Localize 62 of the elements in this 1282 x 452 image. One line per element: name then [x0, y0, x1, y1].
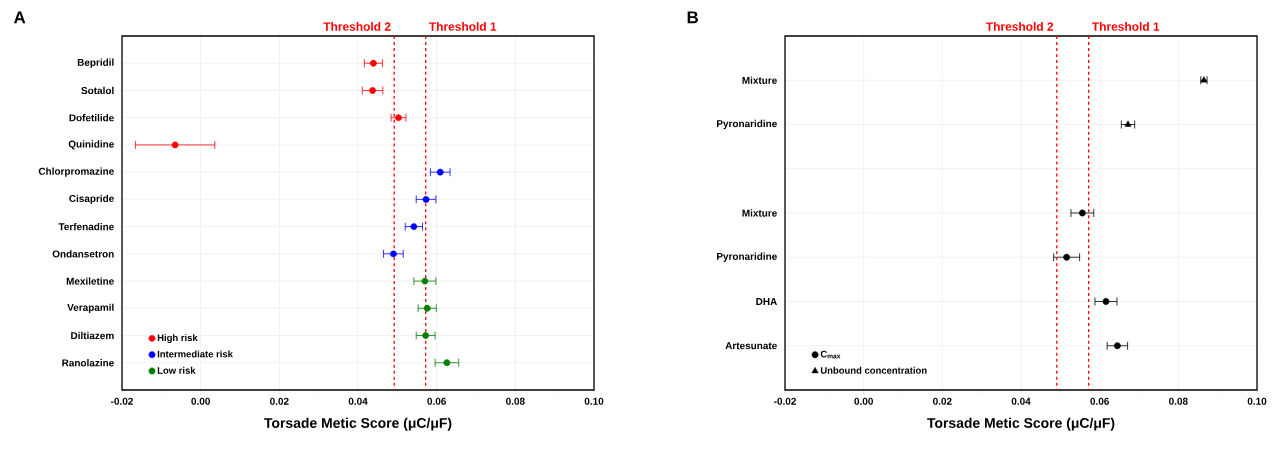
x-tick-label: 0.06 — [427, 397, 447, 405]
y-tick-label: Dofetilide — [69, 114, 114, 122]
ref-line-label: Threshold 1 — [429, 22, 497, 31]
x-tick-label: 0.00 — [854, 397, 873, 405]
y-tick-label: Pyronaridine — [717, 252, 777, 262]
y-tick-label: DHA — [756, 298, 777, 305]
legend-label: Intermediate risk — [157, 350, 233, 358]
point — [436, 168, 444, 176]
point — [421, 277, 429, 285]
point — [390, 250, 397, 258]
point — [171, 141, 179, 149]
y-tick-label: Terfenadine — [58, 222, 114, 231]
point — [369, 59, 377, 67]
y-tick-label: Artesunate — [725, 342, 777, 350]
x-tick-label: 0.10 — [584, 397, 604, 405]
x-tick-label: 0.04 — [348, 397, 368, 405]
legend-label: Unbound concentration — [820, 366, 927, 374]
ref-line-label: Threshold 1 — [1092, 22, 1160, 31]
x-tick-label: 0.02 — [270, 397, 289, 405]
chart-title: B — [687, 11, 698, 24]
x-tick-label: 0.10 — [1247, 397, 1267, 405]
chart-title: A — [13, 11, 26, 24]
x-axis-title: Torsade Metic Score (μC/μF) — [927, 417, 1115, 431]
x-tick-label: 0.08 — [1169, 397, 1188, 405]
legend-label: C$_{max}$ — [820, 350, 841, 359]
point — [422, 332, 430, 339]
legend-label: Low risk — [157, 366, 196, 374]
y-tick-label: Bepridil — [77, 58, 114, 68]
y-tick-label: Mixture — [742, 76, 777, 84]
point — [422, 195, 430, 203]
y-tick-label: Sotalol — [81, 86, 114, 95]
x-tick-label: -0.02 — [111, 397, 133, 405]
ref-line-label: Threshold 2 — [323, 22, 391, 31]
point — [369, 87, 376, 94]
x-tick-label: 0.08 — [506, 397, 525, 405]
y-tick-label: Quinidine — [68, 140, 114, 150]
y-tick-label: Mixture — [742, 209, 777, 217]
ref-line-label: Threshold 2 — [985, 22, 1054, 31]
y-tick-label: Diltiazem — [71, 331, 114, 340]
y-tick-label: Ondansetron — [52, 250, 114, 258]
point — [395, 114, 402, 122]
x-tick-label: -0.02 — [774, 397, 796, 405]
y-tick-label: Pyronaridine — [717, 119, 777, 130]
x-tick-label: 0.04 — [1011, 397, 1031, 405]
x-tick-label: 0.00 — [191, 397, 210, 405]
y-tick-label: Mexiletine — [66, 277, 114, 285]
point — [1113, 342, 1121, 350]
y-tick-label: Verapamil — [67, 303, 114, 313]
point — [1124, 120, 1132, 127]
x-tick-label: 0.06 — [1090, 397, 1110, 405]
point — [443, 359, 451, 367]
legend-label: High risk — [157, 334, 198, 344]
point — [1063, 253, 1071, 261]
point — [423, 304, 431, 312]
y-tick-label: Cisapride — [69, 194, 114, 205]
x-axis-title: Torsade Metic Score (μC/μF) — [264, 417, 452, 431]
y-tick-label: Chlorpromazine — [38, 167, 114, 177]
point — [410, 223, 418, 230]
x-tick-label: 0.02 — [933, 397, 952, 405]
point — [1078, 209, 1086, 217]
y-tick-label: Ranolazine — [62, 359, 114, 367]
point — [1102, 298, 1110, 305]
